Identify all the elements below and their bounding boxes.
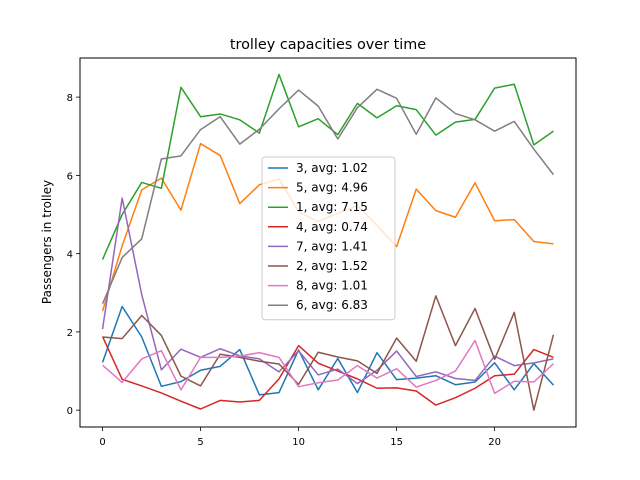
series-line-4 [101,197,554,385]
plot-lines [101,73,555,411]
legend: 3, avg: 1.02 5, avg: 4.96 1, avg: 7.15 4, a… [261,156,396,321]
legend-entry-0: 3, avg: 1.02 [296,161,368,175]
x-tick-label: 0 [99,437,105,448]
y-tick-label: 0 [67,406,73,417]
y-tick-label: 8 [67,93,73,104]
y-axis-ticks: 0 2 4 6 8 [67,93,80,417]
legend-entry-6: 8, avg: 1.01 [296,279,368,293]
plot-frame [79,57,577,428]
legend-box [261,156,396,321]
y-axis-label: Passengers in trolley [40,180,54,304]
chart-title: trolley capacities over time [230,37,426,53]
x-tick-label: 5 [197,437,203,448]
y-tick-label: 6 [67,171,73,182]
legend-entry-7: 6, avg: 6.83 [296,298,368,312]
y-tick-label: 4 [67,250,73,261]
x-axis-ticks: 0 5 10 15 20 [99,427,501,448]
y-tick-label: 2 [67,328,73,339]
x-tick-label: 15 [390,437,403,448]
legend-entry-5: 2, avg: 1.52 [296,259,368,273]
x-tick-label: 10 [292,437,305,448]
series-line-5 [102,295,555,411]
series-line-3 [101,336,554,410]
legend-entry-2: 1, avg: 7.15 [296,200,368,214]
legend-entry-4: 7, avg: 1.41 [296,239,368,253]
series-line-2 [101,73,554,260]
series-line-6 [102,339,554,395]
legend-entry-3: 4, avg: 0.74 [296,220,368,234]
legend-entry-1: 5, avg: 4.96 [296,181,368,195]
x-tick-label: 20 [488,437,501,448]
series-line-7 [101,88,555,305]
